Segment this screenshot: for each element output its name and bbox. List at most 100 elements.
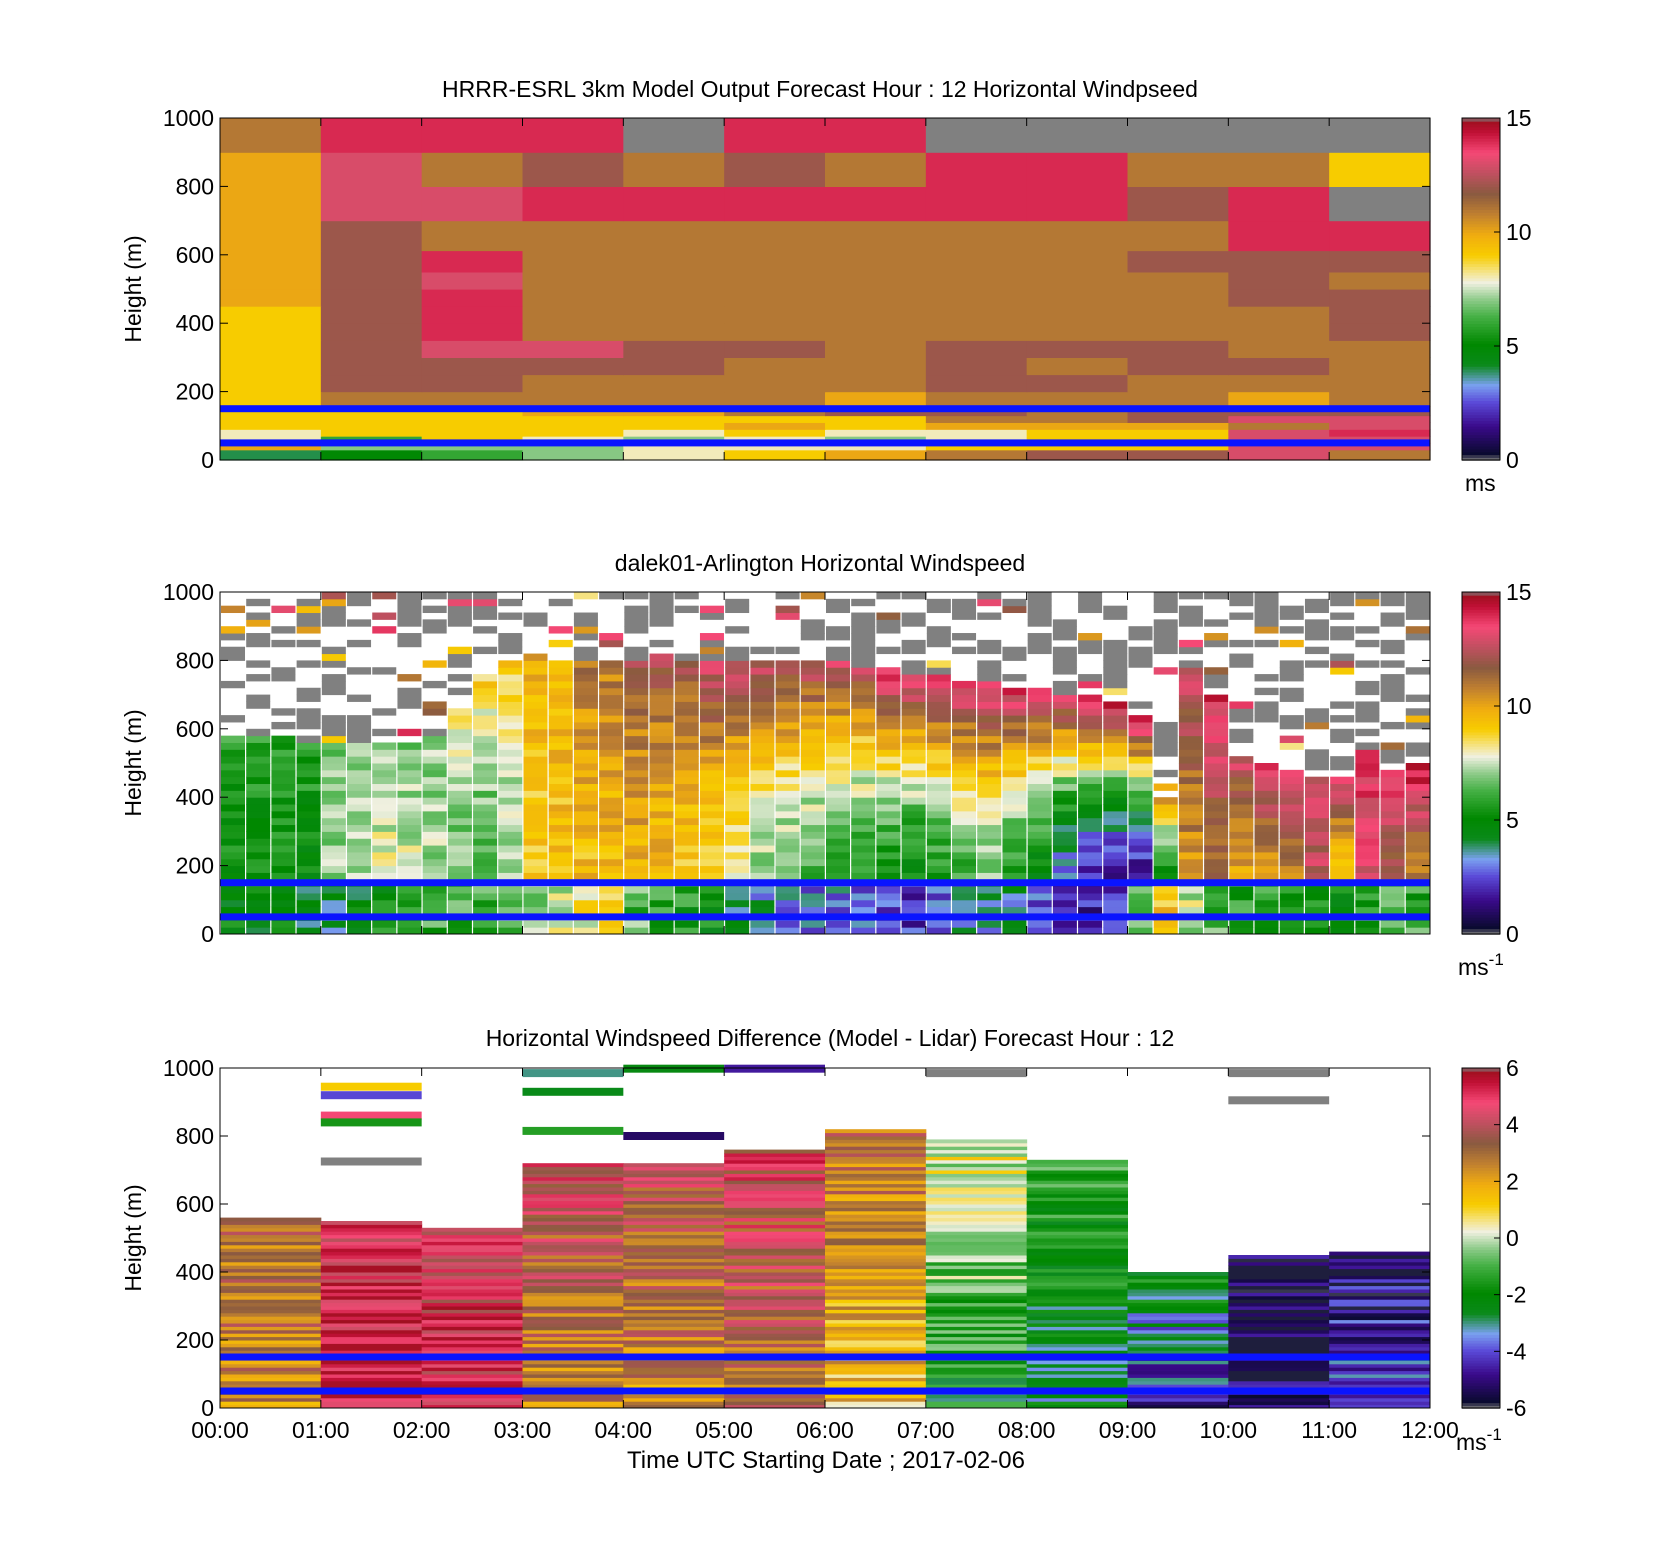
heatmap-cell	[397, 756, 422, 764]
heatmap-cell	[750, 735, 775, 743]
heatmap-cell	[320, 1302, 423, 1307]
heatmap-cell	[952, 851, 977, 860]
heatmap-cell	[1103, 660, 1128, 668]
heatmap-cell	[724, 271, 826, 290]
heatmap-cell	[1027, 927, 1052, 935]
heatmap-cell	[1026, 1176, 1128, 1181]
colorbar-swatch	[1462, 888, 1500, 893]
heatmap-cell	[548, 728, 573, 737]
heatmap-cell	[1127, 323, 1229, 341]
heatmap-cell	[851, 660, 876, 668]
heatmap-cell	[1052, 817, 1077, 826]
heatmap-cell	[623, 1384, 725, 1389]
heatmap-cell	[321, 592, 346, 600]
heatmap-cell	[421, 1367, 523, 1372]
heatmap-cell	[1026, 306, 1129, 324]
heatmap-cell	[321, 797, 346, 805]
heatmap-cell	[952, 804, 977, 812]
y-tick-label: 1000	[163, 105, 214, 131]
lidar-colorbar-unit-exp: -1	[1489, 950, 1504, 969]
heatmap-cell	[347, 756, 372, 764]
colorbar-swatch	[1462, 232, 1500, 236]
heatmap-cell	[1052, 626, 1077, 634]
heatmap-cell	[599, 715, 624, 723]
heatmap-cell	[1002, 906, 1027, 914]
colorbar-swatch	[1462, 454, 1500, 458]
heatmap-cell	[925, 1363, 1028, 1368]
heatmap-cell	[1304, 872, 1329, 880]
colorbar-swatch	[1462, 911, 1500, 915]
colorbar-swatch	[1462, 328, 1500, 333]
colorbar-swatch	[1462, 217, 1500, 222]
heatmap-cell	[1405, 831, 1430, 839]
heatmap-cell	[1330, 735, 1355, 743]
colorbar-swatch	[1462, 380, 1500, 384]
heatmap-cell	[1330, 667, 1355, 675]
heatmap-cell	[1128, 626, 1153, 634]
heatmap-cell	[1330, 810, 1355, 819]
heatmap-cell	[321, 858, 346, 867]
heatmap-cell	[1026, 1187, 1128, 1191]
heatmap-cell	[220, 1221, 322, 1225]
heatmap-cell	[800, 769, 825, 778]
heatmap-cell	[699, 701, 724, 709]
heatmap-cell	[421, 1312, 523, 1317]
heatmap-cell	[1329, 1282, 1431, 1287]
heatmap-cell	[1026, 152, 1129, 187]
colorbar-swatch	[1462, 343, 1500, 347]
heatmap-cell	[1254, 845, 1279, 853]
heatmap-cell	[1380, 906, 1405, 914]
heatmap-cell	[1304, 845, 1329, 853]
heatmap-cell	[447, 920, 472, 928]
heatmap-cell	[523, 619, 548, 627]
heatmap-cell	[624, 763, 649, 771]
heatmap-cell	[1355, 701, 1380, 709]
heatmap-cell	[523, 735, 548, 743]
heatmap-cell	[1027, 735, 1052, 743]
heatmap-cell	[220, 1333, 322, 1338]
heatmap-cell	[498, 639, 523, 648]
heatmap-cell	[523, 749, 548, 757]
heatmap-cell	[1052, 838, 1077, 846]
heatmap-cell	[800, 694, 825, 702]
heatmap-cell	[473, 851, 498, 860]
heatmap-cell	[901, 804, 926, 812]
heatmap-cell	[800, 892, 825, 901]
heatmap-cell	[1153, 646, 1178, 655]
heatmap-cell	[1127, 1350, 1229, 1355]
heatmap-cell	[320, 1350, 423, 1355]
colorbar-swatch	[1462, 859, 1500, 864]
heatmap-cell	[952, 858, 977, 867]
heatmap-cell	[1027, 728, 1052, 737]
heatmap-cell	[397, 769, 422, 778]
heatmap-cell	[522, 1241, 624, 1246]
y-tick-label: 200	[176, 379, 214, 405]
heatmap-cell	[825, 152, 927, 187]
heatmap-cell	[925, 1170, 1028, 1174]
heatmap-cell	[826, 763, 851, 771]
heatmap-cell	[548, 598, 573, 607]
heatmap-cell	[221, 715, 246, 723]
heatmap-cell	[750, 865, 775, 873]
heatmap-cell	[320, 1340, 423, 1344]
heatmap-cell	[724, 1159, 826, 1164]
colorbar-swatch	[1462, 311, 1500, 316]
colorbar-swatch	[1462, 1257, 1500, 1262]
heatmap-cell	[271, 797, 296, 805]
heatmap-cell	[826, 598, 851, 607]
heatmap-band	[623, 1132, 725, 1140]
heatmap-cell	[926, 660, 951, 668]
colorbar-swatch	[1462, 1093, 1500, 1098]
heatmap-cell	[624, 674, 649, 682]
heatmap-cell	[1178, 763, 1203, 771]
heatmap-cell	[421, 1377, 523, 1382]
heatmap-cell	[851, 858, 876, 867]
heatmap-cell	[1178, 810, 1203, 819]
heatmap-cell	[447, 660, 472, 668]
heatmap-cell	[775, 769, 800, 778]
colorbar-swatch	[1462, 1206, 1500, 1211]
colorbar-swatch	[1462, 1198, 1500, 1202]
heatmap-cell	[825, 1224, 927, 1229]
heatmap-cell	[372, 886, 397, 894]
heatmap-cell	[1026, 1166, 1128, 1171]
